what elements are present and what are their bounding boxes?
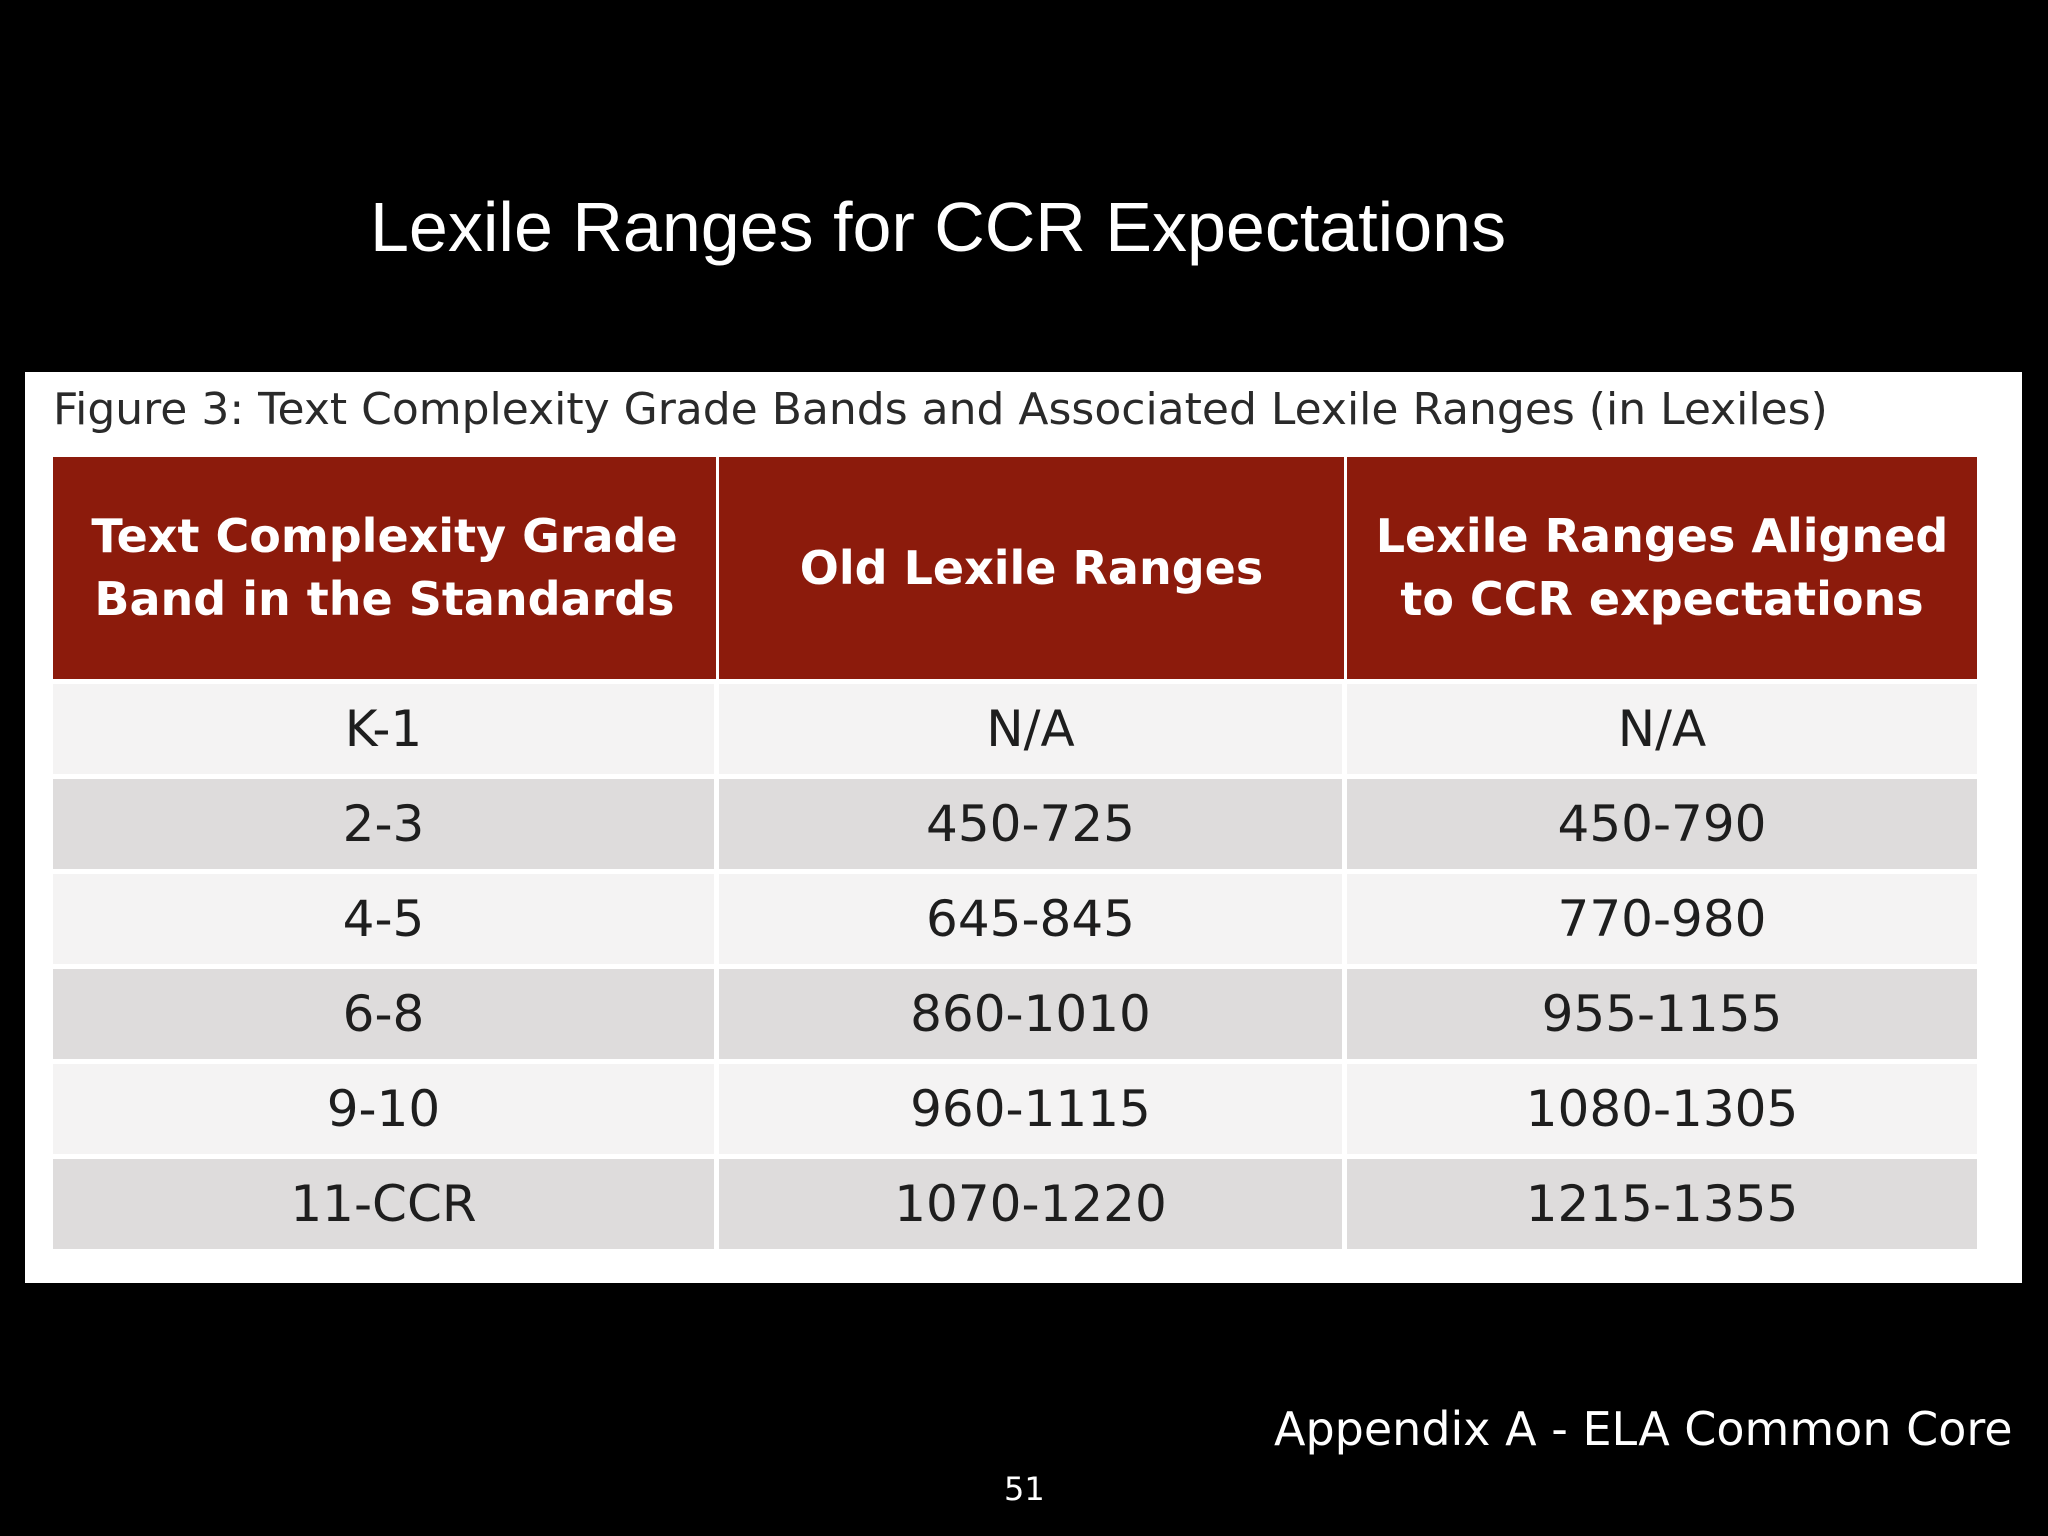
figure-panel: Figure 3: Text Complexity Grade Bands an…	[25, 372, 2022, 1283]
column-header-grade-band: Text Complexity Grade Band in the Standa…	[53, 457, 719, 679]
grade-band-cell: 4-5	[53, 869, 719, 964]
old-lexile-cell: 645-845	[719, 869, 1347, 964]
source-note: Appendix A - ELA Common Core	[1274, 1402, 2013, 1456]
ccr-lexile-cell: 450-790	[1347, 774, 1977, 869]
page-number: 51	[1004, 1470, 1045, 1508]
table-row: 9-10 960-1115 1080-1305	[53, 1059, 1977, 1154]
ccr-lexile-cell: 1080-1305	[1347, 1059, 1977, 1154]
old-lexile-cell: N/A	[719, 679, 1347, 774]
grade-band-cell: 9-10	[53, 1059, 719, 1154]
table-row: K-1 N/A N/A	[53, 679, 1977, 774]
ccr-lexile-cell: 770-980	[1347, 869, 1977, 964]
lexile-table: Text Complexity Grade Band in the Standa…	[53, 457, 1977, 1249]
column-header-old-lexile: Old Lexile Ranges	[719, 457, 1347, 679]
old-lexile-cell: 960-1115	[719, 1059, 1347, 1154]
old-lexile-cell: 1070-1220	[719, 1154, 1347, 1249]
grade-band-cell: K-1	[53, 679, 719, 774]
slide-title: Lexile Ranges for CCR Expectations	[370, 188, 1507, 266]
grade-band-cell: 2-3	[53, 774, 719, 869]
table-row: 11-CCR 1070-1220 1215-1355	[53, 1154, 1977, 1249]
ccr-lexile-cell: 1215-1355	[1347, 1154, 1977, 1249]
column-header-ccr-lexile: Lexile Ranges Aligned to CCR expectation…	[1347, 457, 1977, 679]
old-lexile-cell: 860-1010	[719, 964, 1347, 1059]
ccr-lexile-cell: 955-1155	[1347, 964, 1977, 1059]
table-row: 2-3 450-725 450-790	[53, 774, 1977, 869]
grade-band-cell: 6-8	[53, 964, 719, 1059]
figure-caption: Figure 3: Text Complexity Grade Bands an…	[53, 384, 1828, 435]
table-row: 4-5 645-845 770-980	[53, 869, 1977, 964]
grade-band-cell: 11-CCR	[53, 1154, 719, 1249]
table-row: 6-8 860-1010 955-1155	[53, 964, 1977, 1059]
table-header-row: Text Complexity Grade Band in the Standa…	[53, 457, 1977, 679]
old-lexile-cell: 450-725	[719, 774, 1347, 869]
ccr-lexile-cell: N/A	[1347, 679, 1977, 774]
